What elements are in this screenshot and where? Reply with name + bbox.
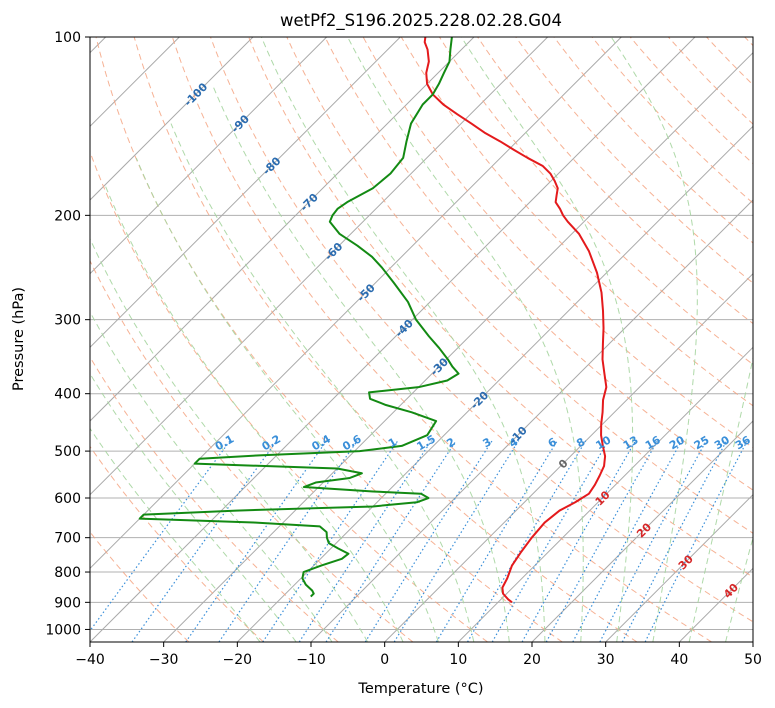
moist-adiabat-line [347, 37, 584, 642]
dewpoint-line [138, 37, 460, 598]
isotherm-line [90, 37, 254, 201]
mixing-ratio-line [435, 440, 558, 642]
dry-adiabat-line [171, 37, 712, 642]
isotherm-line [605, 493, 753, 642]
mixing-ratio-line [90, 440, 231, 632]
x-tick-label: 40 [670, 652, 688, 668]
x-tick-label: −10 [296, 652, 326, 668]
dry-adiabat-line [515, 37, 753, 284]
moist-adiabat-line [260, 37, 546, 642]
mixing-ratio-line [364, 440, 493, 642]
isotherm-line [90, 37, 475, 422]
axes: −40 −30 −20 −10 0 10 20 30 40 50 1000 900 800 700 600 5… [45, 30, 762, 668]
y-tick-label: 800 [54, 565, 81, 581]
moist-adiabat-line [104, 185, 404, 642]
x-tick-label: −30 [149, 652, 179, 668]
moist-adiabat-line [135, 157, 439, 642]
isotherm-line [457, 346, 753, 642]
y-tick-label: 400 [54, 387, 81, 403]
moist-adiabat-line [610, 37, 698, 642]
isotherm-line [90, 37, 696, 642]
plot-frame [89, 36, 754, 643]
x-tick-label: 20 [523, 652, 541, 668]
moist-adiabat-line [90, 372, 297, 642]
isotherm-line [90, 37, 549, 496]
y-tick-label: 1000 [45, 622, 81, 638]
x-tick-label: 0 [380, 652, 389, 668]
mixing-ratio-line [644, 440, 748, 642]
y-tick-label: 100 [54, 30, 81, 46]
x-tick-label: −40 [75, 652, 105, 668]
y-tick-label: 200 [54, 208, 81, 224]
isotherm-line [90, 37, 401, 349]
isotherm-line [90, 37, 622, 570]
mixing-ratio-line [572, 440, 683, 642]
dry-adiabat-line [90, 356, 339, 642]
chart-title: wetPf2_S196.2025.228.02.28.G04 [280, 11, 562, 31]
x-tick-label: −20 [223, 652, 253, 668]
mixing-ratio-line [466, 440, 587, 642]
y-tick-label: 600 [54, 491, 81, 507]
dry-adiabat-line [210, 37, 753, 623]
moist-adiabat-line [170, 123, 475, 642]
y-tick-label: 500 [54, 444, 81, 460]
moist-adiabat-line [90, 310, 333, 642]
x-tick-label: 30 [597, 652, 615, 668]
isotherm-line [90, 37, 328, 275]
mixing-ratio-line [545, 440, 659, 642]
mixing-ratio-line [325, 440, 457, 642]
moist-adiabat-line [211, 83, 510, 642]
dry-adiabat-line [90, 445, 264, 642]
mixing-ratio-line [131, 440, 278, 642]
y-tick-label: 700 [54, 531, 81, 547]
mixing-ratio-line [185, 440, 328, 642]
mixing-ratio-line [298, 440, 432, 642]
dry-adiabat-line [133, 37, 638, 642]
background-lines [90, 37, 753, 642]
dry-adiabat-line [324, 37, 753, 491]
sounding-lines [138, 37, 608, 604]
dry-adiabat-line [286, 37, 753, 534]
moist-adiabat-line [688, 355, 753, 642]
dry-adiabat-line [248, 37, 753, 578]
x-tick-label: 10 [449, 652, 467, 668]
y-axis-title: Pressure (hPa) [11, 287, 27, 391]
isotherm-line [236, 125, 753, 642]
mixing-ratio-line [262, 440, 399, 642]
isotherm-line [384, 272, 753, 642]
moist-adiabat-line [725, 536, 753, 642]
mixing-ratio-line [521, 440, 637, 642]
x-axis-title: Temperature (°C) [357, 681, 483, 697]
mixing-ratio-line [218, 440, 358, 642]
moist-adiabat-line [90, 427, 261, 642]
mixing-ratio-line [393, 440, 520, 642]
isotherm-line [531, 420, 753, 642]
y-tick-label: 300 [54, 313, 81, 329]
temperature-line [423, 37, 608, 604]
moist-adiabat-line [90, 237, 369, 642]
x-tick-label: 50 [744, 652, 762, 668]
y-tick-label: 900 [54, 595, 81, 611]
dry-adiabat-line [90, 259, 414, 642]
